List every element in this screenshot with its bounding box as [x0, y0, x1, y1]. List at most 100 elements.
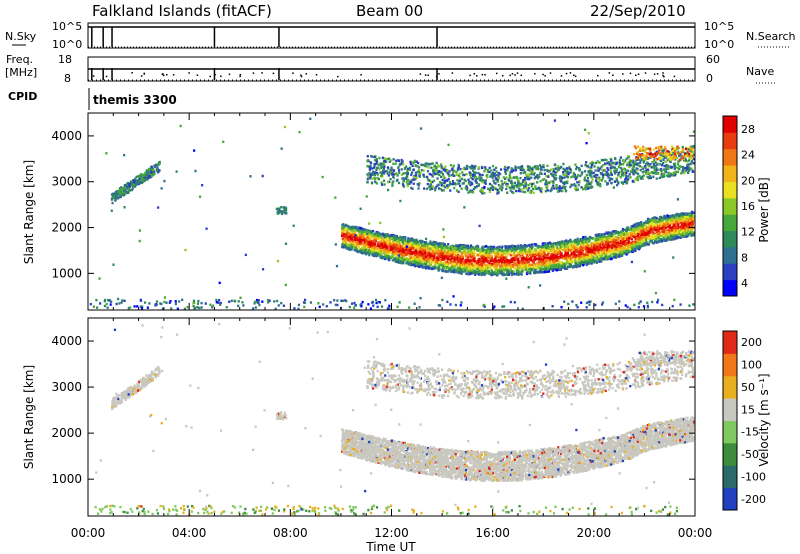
- heatmap-cell: [550, 253, 553, 256]
- freq-dot: [261, 72, 263, 74]
- heatmap-cell: [361, 244, 364, 247]
- heatmap-cell: [150, 174, 153, 177]
- freq-dot: [162, 74, 165, 77]
- heatmap-cell: [684, 212, 688, 215]
- heatmap-cell: [396, 305, 399, 309]
- heatmap-cell: [672, 223, 675, 226]
- heatmap-cell: [628, 247, 632, 250]
- heatmap-cell: [657, 236, 660, 240]
- heatmap-cell: [336, 299, 339, 302]
- freq-dot: [188, 72, 190, 74]
- heatmap-cell: [691, 217, 695, 221]
- heatmap-cell: [372, 304, 375, 307]
- heatmap-cell: [595, 239, 598, 242]
- heatmap-cell: [89, 302, 92, 306]
- heatmap-cell: [399, 239, 402, 242]
- heatmap-cell: [405, 253, 408, 256]
- heatmap-cell: [504, 252, 507, 256]
- heatmap-cell: [552, 251, 555, 254]
- heatmap-cell: [388, 234, 391, 237]
- heatmap-cell: [282, 210, 286, 213]
- heatmap-cell: [116, 192, 119, 195]
- heatmap-cell: [521, 307, 524, 311]
- heatmap-cell: [598, 240, 601, 243]
- heatmap-cell: [682, 229, 686, 233]
- heatmap-cell: [384, 255, 387, 258]
- heatmap-cell: [488, 248, 492, 251]
- heatmap-cell: [114, 191, 117, 195]
- heatmap-cell: [507, 265, 510, 269]
- heatmap-cell: [509, 300, 512, 304]
- heatmap-cell: [96, 306, 99, 309]
- heatmap-cell: [458, 257, 461, 260]
- heatmap-cell: [612, 230, 615, 233]
- heatmap-cell: [385, 251, 388, 255]
- heatmap-cell: [444, 251, 447, 254]
- heatmap-cell: [658, 232, 661, 236]
- heatmap-cell: [611, 243, 614, 246]
- heatmap-cell: [671, 304, 674, 308]
- heatmap-cell: [379, 255, 382, 258]
- heatmap-cell: [518, 270, 521, 273]
- freq-dot: [656, 73, 659, 75]
- heatmap-cell: [600, 259, 603, 262]
- heatmap-cell: [435, 244, 438, 248]
- heatmap-cell: [183, 307, 186, 311]
- freq-dot: [612, 74, 614, 77]
- heatmap-cell: [156, 171, 160, 174]
- heatmap-cell: [285, 212, 288, 215]
- heatmap-cell: [492, 262, 495, 266]
- heatmap-cell: [407, 237, 410, 240]
- heatmap-cell: [154, 302, 158, 306]
- heatmap-cell: [145, 169, 148, 172]
- heatmap-cell: [353, 301, 356, 305]
- heatmap-cell: [548, 247, 551, 250]
- heatmap-cell: [133, 305, 136, 308]
- heatmap-cell: [623, 235, 626, 238]
- heatmap-cell: [352, 233, 355, 236]
- heatmap-cell: [598, 253, 601, 256]
- heatmap-cell: [674, 232, 677, 235]
- heatmap-cell: [127, 306, 130, 310]
- heatmap-cell: [149, 167, 152, 170]
- heatmap-cell: [334, 303, 337, 307]
- heatmap-cell: [652, 242, 655, 245]
- heatmap-cell: [610, 238, 613, 242]
- heatmap-cell: [491, 259, 495, 262]
- heatmap-cell: [147, 167, 151, 171]
- heatmap-cell: [343, 236, 346, 239]
- nsky-tick-low: 10^0: [52, 38, 82, 51]
- heatmap-cell: [432, 258, 435, 262]
- heatmap-cell: [633, 303, 636, 307]
- heatmap-cell: [354, 304, 357, 307]
- heatmap-cell: [588, 303, 591, 306]
- heatmap-cell: [121, 299, 124, 302]
- heatmap-cell: [513, 258, 516, 262]
- heatmap-cell: [615, 242, 618, 245]
- freq-dot: [644, 72, 647, 74]
- freq-dot: [239, 73, 242, 76]
- freq-dot: [637, 73, 640, 76]
- heatmap-cell: [637, 227, 641, 230]
- heatmap-cell: [590, 262, 593, 265]
- freq-dot: [511, 73, 514, 75]
- heatmap-cell: [455, 248, 458, 252]
- heatmap-cell: [680, 233, 683, 237]
- heatmap-cell: [551, 304, 554, 308]
- heatmap-cell: [466, 256, 470, 260]
- heatmap-cell: [99, 302, 102, 305]
- heatmap-cell: [333, 298, 336, 302]
- freq-dot: [634, 74, 637, 77]
- heatmap-cell: [527, 260, 530, 263]
- heatmap-cell: [589, 300, 592, 303]
- heatmap-cell: [609, 253, 612, 256]
- heatmap-cell: [611, 244, 614, 247]
- heatmap-cell: [192, 304, 195, 308]
- freq-dot: [481, 73, 484, 76]
- heatmap-cell: [119, 195, 123, 198]
- heatmap-cell: [369, 307, 372, 310]
- heatmap-cell: [423, 243, 426, 247]
- heatmap-cell: [217, 301, 220, 304]
- heatmap-cell: [470, 272, 473, 275]
- heatmap-cell: [491, 264, 495, 267]
